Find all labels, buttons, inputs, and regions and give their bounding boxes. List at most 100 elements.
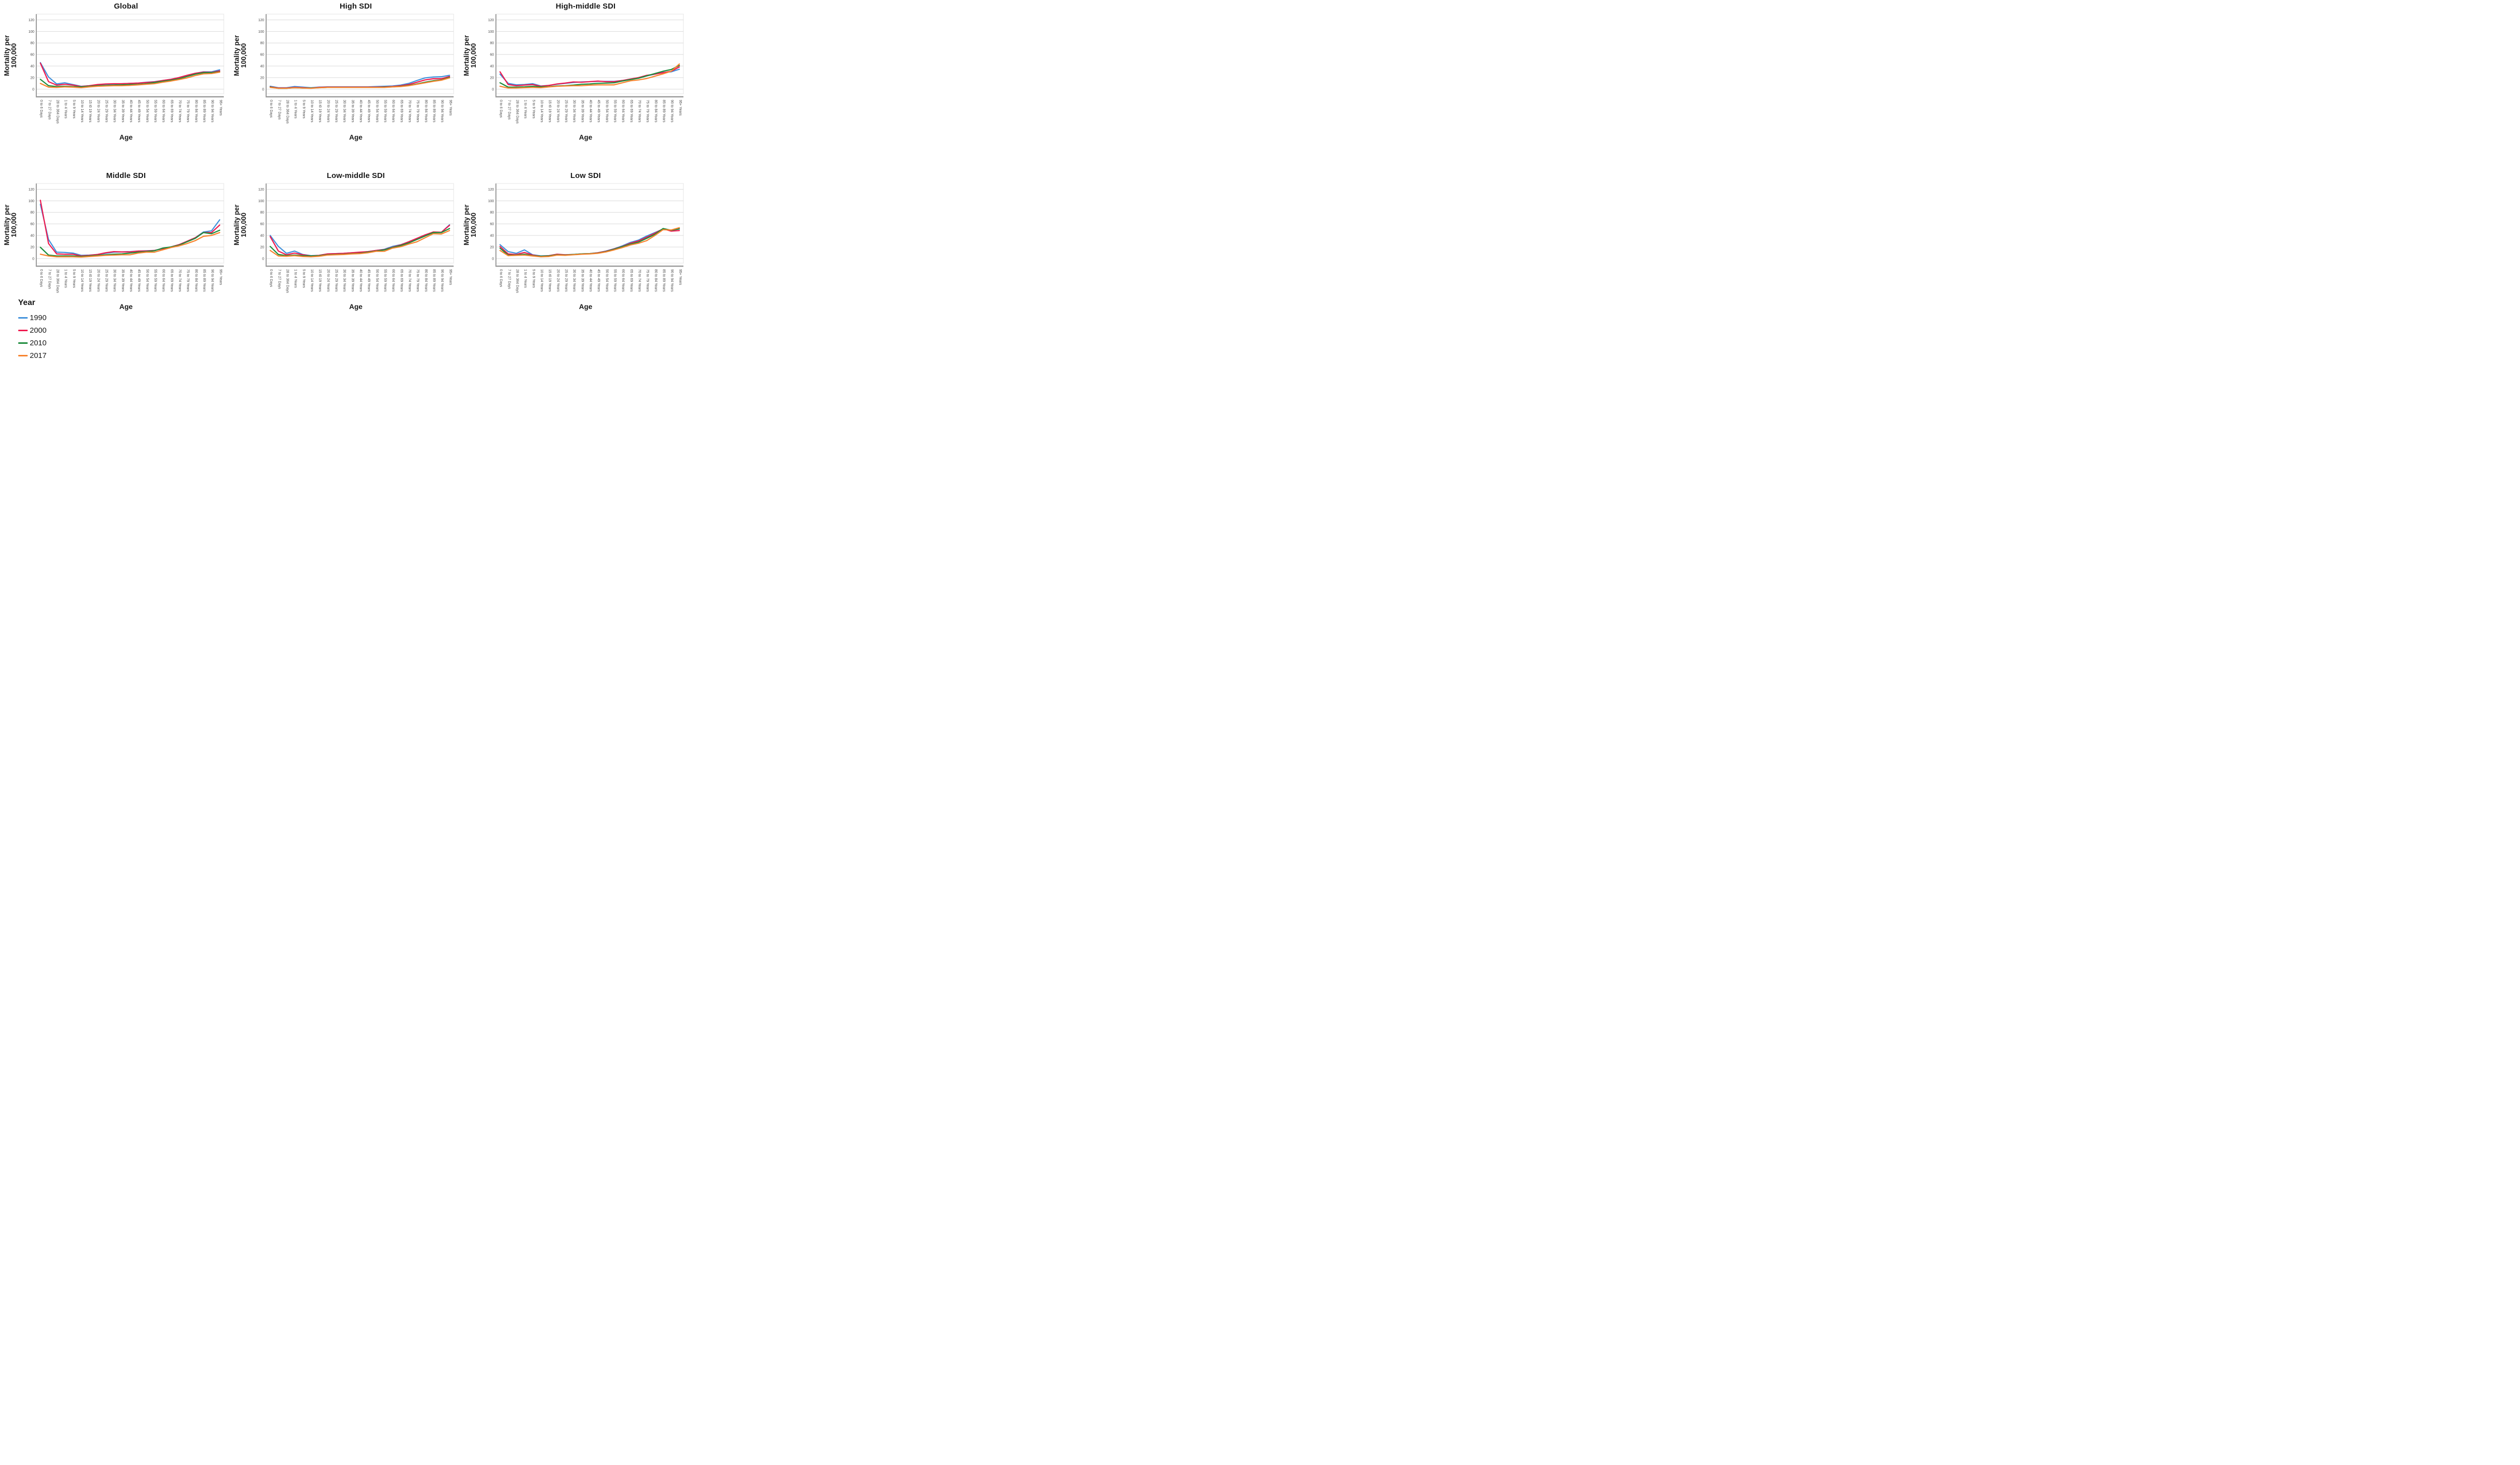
y-axis-title-line2: 100,000 bbox=[240, 212, 247, 237]
x-tick-label: 20 to 24 Years bbox=[556, 100, 559, 123]
x-tick-label: 15 t0 19 Years bbox=[318, 269, 322, 292]
legend-item-2017: 2017 bbox=[18, 349, 46, 362]
x-tick-label: 80 to 84 Years bbox=[654, 100, 657, 123]
legend-title: Year bbox=[18, 298, 35, 307]
y-tick-label: 40 bbox=[260, 65, 264, 69]
panel-title: Low-middle SDI bbox=[327, 171, 385, 180]
x-tick-label: 28 to 364 Days bbox=[285, 100, 289, 124]
x-tick-label: 45 to 49 Years bbox=[597, 100, 600, 123]
x-tick-label: 5 to 9 Years bbox=[532, 100, 535, 118]
y-axis-title: Mortality per 100,000 bbox=[2, 180, 19, 304]
x-tick-label: 85 to 89 Years bbox=[432, 269, 436, 292]
x-tick-label: 30 to 34 Years bbox=[573, 100, 576, 123]
x-tick-label: 35 to 39 Years bbox=[351, 269, 354, 292]
x-tick-label: 90 to 94 Years bbox=[440, 100, 444, 123]
legend-label: 2017 bbox=[30, 351, 47, 360]
y-tick-label: 20 bbox=[30, 76, 34, 80]
plot-area: 0 20 40 60 80 100 120 0 to 6 Days 7 to 27 Days 28… bbox=[488, 14, 684, 124]
x-tick-label: 70 to 74 Years bbox=[178, 100, 181, 123]
y-axis-title: Mortality per 100,000 bbox=[232, 180, 249, 304]
chart-panel-middle-sdi: Middle SDI Mortality per 100,000 0 20 40 60 80 1… bbox=[2, 171, 229, 311]
plot-area: 0 20 40 60 80 100 120 0 to 6 Days 7 to 27 Days 28… bbox=[28, 183, 224, 293]
x-tick-label: 60 to 64 Years bbox=[392, 100, 395, 123]
x-tick-label: 20 to 24 Years bbox=[96, 100, 100, 123]
x-tick-label: 15 t0 19 Years bbox=[548, 100, 551, 123]
x-tick-label: 5 to 9 Years bbox=[302, 269, 305, 288]
panel-body: Mortality per 100,000 0 20 40 60 80 100 120 0 to … bbox=[232, 180, 459, 304]
plot-frame bbox=[495, 183, 684, 264]
y-axis-title-line2: 100,000 bbox=[470, 212, 477, 237]
x-tick-label: 50 to 54 Years bbox=[375, 100, 379, 123]
x-tick-label: 25 to 29 Years bbox=[104, 269, 108, 292]
y-tick-label: 80 bbox=[490, 42, 494, 45]
x-tick-label: 15 t0 19 Years bbox=[88, 269, 92, 292]
x-tick-label: 20 to 24 Years bbox=[326, 269, 330, 292]
legend-label: 2000 bbox=[30, 326, 47, 335]
x-tick-label: 45 to 49 Years bbox=[597, 269, 600, 292]
x-tick-label: 7 to 27 Days bbox=[47, 269, 51, 289]
legend-dash-1990-icon bbox=[18, 317, 28, 319]
x-tick-label: 55 to 59 Years bbox=[154, 269, 157, 292]
x-tick-label: 85 to 89 Years bbox=[432, 100, 436, 123]
x-tick-label: 5 to 9 Years bbox=[532, 269, 535, 288]
x-tick-label: 50 to 54 Years bbox=[145, 269, 149, 292]
x-tick-label: 45 to 49 Years bbox=[367, 269, 370, 292]
x-tick-label: 45 to 49 Years bbox=[137, 100, 141, 123]
x-tick-label: 95+ Years bbox=[219, 100, 222, 116]
y-tick-label: 80 bbox=[30, 211, 34, 215]
x-tick-label: 65 to 69 Years bbox=[170, 269, 173, 292]
x-tick-label: 25 to 29 Years bbox=[564, 269, 568, 292]
series-line-2010 bbox=[39, 229, 221, 257]
y-axis-title-line2: 100,000 bbox=[10, 212, 18, 237]
x-tick-label: 95+ Years bbox=[449, 269, 452, 285]
y-tick-label: 40 bbox=[490, 65, 494, 69]
y-tick-label: 120 bbox=[258, 188, 264, 192]
x-tick-label: 50 to 54 Years bbox=[375, 269, 379, 292]
x-tick-label: 80 to 84 Years bbox=[194, 269, 198, 292]
y-axis-title-line1: Mortality per bbox=[3, 35, 11, 76]
x-tick-label: 28 to 364 Days bbox=[515, 100, 519, 124]
legend-dash-2010-icon bbox=[18, 342, 28, 344]
x-tick-label: 10 to 14 Years bbox=[80, 269, 84, 292]
x-tick-label: 15 t0 19 Years bbox=[88, 100, 92, 123]
x-tick-label: 55 to 59 Years bbox=[384, 269, 387, 292]
chart-panel-high-middle-sdi: High-middle SDI Mortality per 100,000 0 20 40… bbox=[462, 2, 688, 141]
chart-panel-global: Global Mortality per 100,000 0 20 40 60 80 100 12… bbox=[2, 2, 229, 141]
x-tick-label: 25 to 29 Years bbox=[564, 100, 568, 123]
x-tick-label: 30 to 34 Years bbox=[573, 269, 576, 292]
y-tick-label: 0 bbox=[492, 88, 494, 91]
x-tick-label: 65 to 69 Years bbox=[400, 100, 403, 123]
x-tick-label: 10 to 14 Years bbox=[80, 100, 84, 123]
x-tick-label: 40 to 44 Years bbox=[359, 269, 362, 292]
x-tick-label: 25 to 29 Years bbox=[334, 269, 338, 292]
x-tick-label: 35 to 39 Years bbox=[351, 100, 354, 123]
plot-area: 0 20 40 60 80 100 120 0 to 6 Days 7 to 27 Days 28… bbox=[28, 14, 224, 124]
x-tick-label: 60 to 64 Years bbox=[162, 269, 165, 292]
x-tick-label: 50 to 54 Years bbox=[605, 100, 608, 123]
x-tick-label: 7 to 27 Days bbox=[277, 269, 281, 289]
x-tick-label: 65 to 69 Years bbox=[629, 269, 633, 292]
x-tick-label: 7 to 27 Days bbox=[507, 269, 511, 289]
x-tick-label: 1 to 4 Years bbox=[524, 269, 527, 288]
x-tick-label: 90 to 94 Years bbox=[440, 269, 444, 292]
x-tick-label: 30 to 34 Years bbox=[113, 100, 116, 123]
x-tick-label: 80 to 84 Years bbox=[194, 100, 198, 123]
x-tick-label: 75 to 79 Years bbox=[416, 100, 419, 123]
y-tick-label: 60 bbox=[260, 223, 264, 226]
x-tick-label: 75 to 79 Years bbox=[646, 100, 649, 123]
y-tick-label: 20 bbox=[490, 246, 494, 249]
x-tick-label: 40 to 44 Years bbox=[589, 269, 592, 292]
x-tick-label: 65 to 69 Years bbox=[400, 269, 403, 292]
panel-title: High SDI bbox=[339, 2, 372, 11]
x-tick-label: 60 to 64 Years bbox=[621, 269, 625, 292]
y-tick-label: 20 bbox=[260, 246, 264, 249]
x-tick-label: 85 to 89 Years bbox=[662, 100, 666, 123]
panel-body: Mortality per 100,000 0 20 40 60 80 100 120 0 to … bbox=[462, 11, 688, 135]
legend-item-1990: 1990 bbox=[18, 312, 46, 324]
x-tick-label: 90 to 94 Years bbox=[211, 269, 214, 292]
x-tick-label: 90 to 94 Years bbox=[211, 100, 214, 123]
x-tick-label: 1 to 4 Years bbox=[294, 269, 297, 288]
y-tick-label: 60 bbox=[30, 53, 34, 57]
x-tick-label: 35 to 39 Years bbox=[121, 100, 124, 123]
panel-body: Mortality per 100,000 0 20 40 60 80 100 120 0 to … bbox=[2, 180, 229, 304]
